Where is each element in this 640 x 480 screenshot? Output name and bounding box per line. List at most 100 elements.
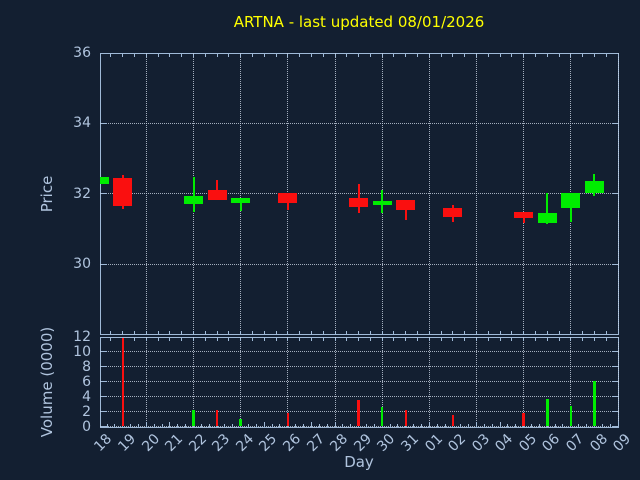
candlestick-body-22 xyxy=(184,195,204,205)
price-xtick-minor xyxy=(381,331,383,334)
volume-xtick-major xyxy=(476,422,477,427)
volume-gridline-h xyxy=(100,366,619,368)
price-ytick xyxy=(101,263,107,265)
volume-xtick-minor xyxy=(531,424,533,427)
volume-xtick-minor xyxy=(558,338,560,341)
volume-xtick-minor xyxy=(389,424,391,427)
price-xtick-minor xyxy=(523,54,525,57)
volume-xtick-minor xyxy=(326,424,328,427)
volume-xtick-minor xyxy=(586,424,588,427)
volume-xtick-minor xyxy=(397,424,399,427)
price-xtick-minor xyxy=(617,331,619,334)
volume-xtick-minor xyxy=(275,338,277,341)
volume-xtick-minor xyxy=(322,338,324,341)
x-axis-label: Day xyxy=(344,453,374,471)
volume-ytick xyxy=(101,381,107,383)
volume-xtick-minor xyxy=(554,424,556,427)
candlestick-body-30 xyxy=(372,201,392,206)
volume-bar-24 xyxy=(239,419,242,426)
price-xtick-minor xyxy=(358,54,360,57)
price-xtick-minor xyxy=(605,54,607,57)
volume-ytick xyxy=(612,411,618,413)
volume-xtick-minor xyxy=(248,424,250,427)
price-xtick-minor xyxy=(334,331,336,334)
volume-xtick-minor xyxy=(534,338,536,341)
volume-ytick xyxy=(612,351,618,353)
price-xtick-minor xyxy=(369,54,371,57)
price-ytick xyxy=(101,53,107,54)
chart-title: ARTNA - last updated 08/01/2026 xyxy=(233,13,485,31)
price-xtick-minor xyxy=(393,331,395,334)
price-xtick-minor xyxy=(570,54,572,57)
volume-tick-label-0: 0 xyxy=(82,418,91,435)
volume-xtick-major xyxy=(617,422,619,427)
volume-xtick-minor xyxy=(440,338,442,341)
volume-xtick-minor xyxy=(515,424,517,427)
price-xtick-minor xyxy=(428,331,430,334)
volume-xtick-minor xyxy=(499,338,501,341)
volume-plot-area xyxy=(100,337,619,428)
volume-xtick-minor xyxy=(346,338,348,341)
price-xtick-minor xyxy=(263,54,265,57)
price-xtick-minor xyxy=(169,54,171,57)
price-xtick-minor xyxy=(299,54,301,57)
x-tick-label-22: 22 xyxy=(185,431,210,455)
volume-xtick-major xyxy=(310,422,312,427)
price-tick-label-32: 32 xyxy=(73,185,91,202)
volume-xtick-minor xyxy=(185,424,187,427)
volume-xtick-minor xyxy=(145,338,147,341)
price-xtick-minor xyxy=(452,331,454,334)
candlestick-body-31 xyxy=(396,199,416,210)
volume-ytick xyxy=(101,426,107,427)
x-tick-label-27: 27 xyxy=(303,431,328,455)
x-tick-label-03: 03 xyxy=(468,431,493,455)
candlestick-wick-24 xyxy=(239,198,242,212)
volume-xtick-minor xyxy=(365,424,367,427)
volume-ytick xyxy=(101,351,107,353)
candlestick-body-06 xyxy=(537,212,557,223)
price-xtick-minor xyxy=(534,54,536,57)
volume-xtick-minor xyxy=(369,338,371,341)
price-ytick xyxy=(612,193,618,195)
volume-xtick-minor xyxy=(181,338,183,341)
volume-xtick-minor xyxy=(523,338,525,341)
price-xtick-minor xyxy=(570,331,572,334)
x-tick-label-21: 21 xyxy=(162,431,187,455)
price-xtick-minor xyxy=(464,54,466,57)
volume-xtick-minor xyxy=(303,424,305,427)
price-xtick-minor xyxy=(216,331,218,334)
volume-xtick-minor xyxy=(204,338,206,341)
volume-xtick-minor xyxy=(350,424,352,427)
price-xtick-minor xyxy=(511,331,513,334)
volume-xtick-minor xyxy=(251,338,253,341)
price-xtick-minor xyxy=(558,331,560,334)
volume-tick-label-12: 12 xyxy=(73,329,91,345)
candlestick-body-26 xyxy=(278,192,298,203)
price-xtick-minor xyxy=(558,54,560,57)
x-tick-label-07: 07 xyxy=(563,431,588,455)
price-ytick xyxy=(612,263,618,265)
volume-xtick-minor xyxy=(420,424,422,427)
candlestick-body-07 xyxy=(561,193,581,208)
volume-xtick-minor xyxy=(263,338,265,341)
volume-ytick xyxy=(612,366,618,368)
volume-xtick-minor xyxy=(110,338,112,341)
price-xtick-minor xyxy=(546,331,548,334)
candlestick-wick-06 xyxy=(546,193,549,225)
price-ytick xyxy=(612,53,618,54)
price-plot xyxy=(100,53,619,335)
volume-xtick-minor xyxy=(216,338,218,341)
volume-xtick-minor xyxy=(193,338,195,341)
volume-bar-31 xyxy=(404,410,408,426)
volume-xtick-minor xyxy=(464,338,466,341)
price-xtick-minor xyxy=(251,54,253,57)
price-xtick-minor xyxy=(381,54,383,57)
price-xtick-minor xyxy=(582,54,584,57)
price-xtick-minor xyxy=(228,54,230,57)
volume-xtick-minor xyxy=(287,338,289,341)
volume-xtick-major xyxy=(334,422,336,427)
volume-ytick xyxy=(101,411,107,413)
price-xtick-minor xyxy=(204,331,206,334)
volume-xtick-minor xyxy=(417,338,419,341)
price-tick-label-34: 34 xyxy=(73,115,91,132)
